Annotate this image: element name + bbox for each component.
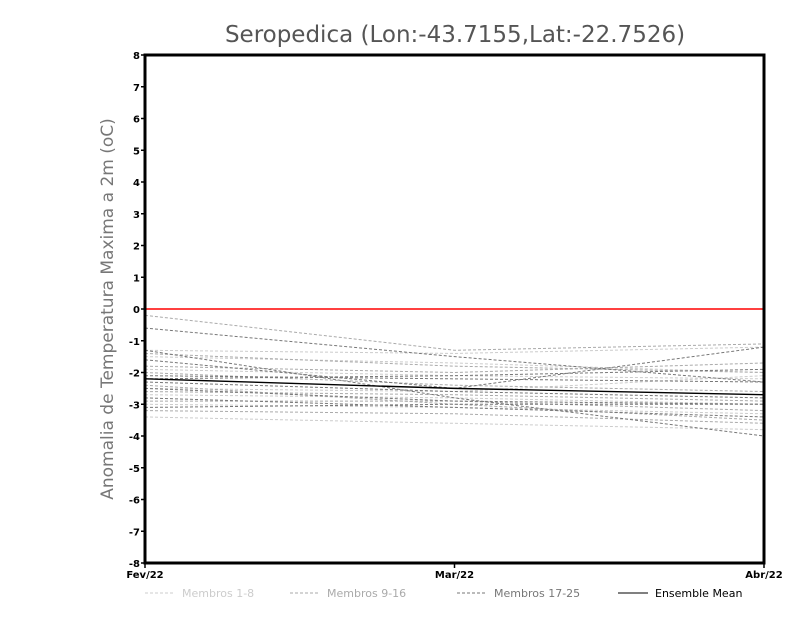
- y-tick-label: 6: [133, 115, 140, 126]
- member-line: [145, 400, 765, 412]
- plot-frame: [143, 53, 766, 565]
- y-tick-label: -2: [129, 369, 140, 380]
- chart-title: Seropedica (Lon:-43.7155,Lat:-22.7526): [225, 22, 685, 48]
- member-line: [144, 375, 765, 383]
- y-tick-label: 5: [133, 146, 140, 157]
- member-line: [144, 346, 765, 354]
- y-tick-label: 0: [133, 305, 140, 316]
- x-tick-label: Mar/22: [435, 570, 474, 581]
- y-tick-label: -6: [129, 496, 140, 507]
- member-line: [144, 381, 765, 399]
- x-tick-label: Abr/22: [745, 570, 782, 581]
- series-lines: [144, 308, 765, 437]
- y-tick-label: -4: [129, 432, 140, 443]
- member-line: [144, 368, 765, 380]
- member-line: [144, 403, 764, 408]
- member-line: [144, 327, 765, 383]
- ensemble-mean-line: [144, 378, 765, 396]
- member-line: [144, 403, 765, 415]
- y-tick-label: -7: [129, 527, 140, 538]
- y-tick-label: 1: [133, 273, 140, 284]
- member-line: [144, 314, 765, 351]
- legend-label: Ensemble Mean: [655, 587, 742, 600]
- member-line: [144, 349, 765, 437]
- legend-label: Membros 1-8: [182, 587, 254, 600]
- legend-label: Membros 9-16: [327, 587, 406, 600]
- member-line: [144, 352, 765, 373]
- member-line: [144, 387, 765, 405]
- y-tick-label: 7: [133, 83, 140, 94]
- member-line: [144, 394, 765, 405]
- y-tick-label: 8: [133, 51, 140, 62]
- y-tick-label: -5: [129, 464, 140, 475]
- y-tick-label: 3: [133, 210, 140, 221]
- member-line: [144, 372, 765, 393]
- member-line: [144, 416, 765, 431]
- y-tick-label: -8: [129, 559, 140, 570]
- member-line: [144, 368, 765, 380]
- x-tick-label: Fev/22: [126, 570, 163, 581]
- legend-label: Membros 17-25: [494, 587, 580, 600]
- member-line: [144, 410, 765, 424]
- member-line: [144, 384, 765, 421]
- y-tick-label: 4: [133, 178, 140, 189]
- y-axis-label: Anomalia de Temperatura Maxima a 2m (oC): [98, 118, 118, 500]
- member-line: [144, 362, 765, 374]
- legend: Membros 1-8 Membros 9-16 Membros 17-25 Ense…: [145, 587, 742, 600]
- member-line: [144, 397, 765, 418]
- member-line: [144, 391, 765, 402]
- y-tick-label: -3: [129, 400, 140, 411]
- member-line: [144, 356, 765, 373]
- y-tick-label: 2: [133, 242, 140, 253]
- y-tick-label: -1: [129, 337, 140, 348]
